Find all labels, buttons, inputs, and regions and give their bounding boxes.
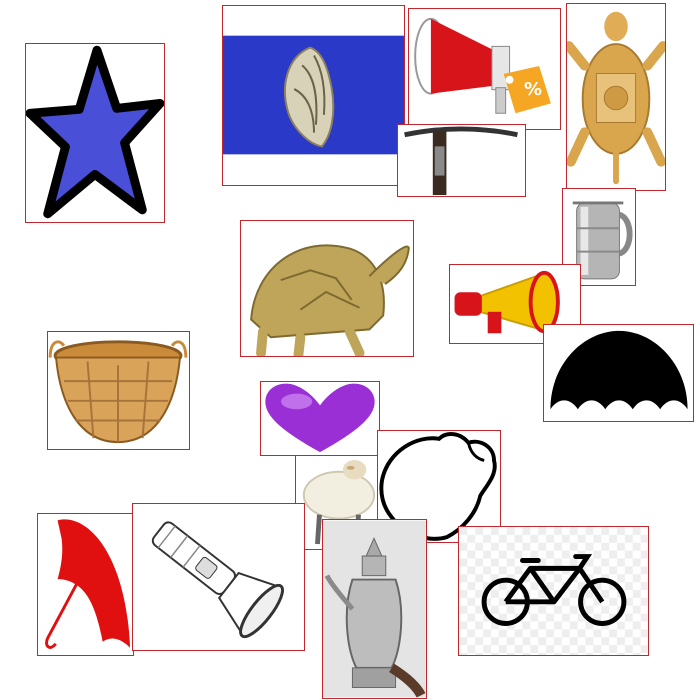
jug-tile	[562, 188, 636, 286]
star-icon	[26, 45, 164, 219]
bicycle-tile	[458, 526, 649, 656]
tortoise-tile	[240, 220, 414, 357]
basket-tile	[47, 331, 190, 450]
wicker-basket-image	[48, 340, 188, 444]
umbrella-black-tile	[543, 324, 694, 422]
megaphone-sale-icon	[414, 17, 551, 114]
purple-heart-icon	[265, 383, 375, 453]
turtle-yantra-tile	[566, 3, 666, 191]
pickaxe-tool-image	[404, 126, 518, 196]
star-tile	[25, 43, 165, 223]
open-umbrella-silhouette-icon	[550, 330, 688, 410]
megaphone-icon	[454, 270, 560, 334]
kettle-tile	[322, 519, 427, 699]
megaphone-sale-tile: %	[408, 8, 561, 130]
megaphone-tile	[449, 264, 581, 344]
umbrella-red-tile	[37, 513, 134, 656]
heart-tile	[260, 381, 380, 456]
conch-shell-tile	[222, 5, 405, 186]
percent-tag-label: %	[524, 79, 543, 100]
silver-kettle-image	[323, 520, 426, 698]
conch-outline-tile	[377, 430, 501, 543]
flashlight-tile	[132, 503, 305, 651]
percent-tag-icon	[503, 66, 551, 114]
brass-turtle-yantra-image	[567, 11, 665, 185]
tortoise-sculpture-image	[250, 244, 410, 356]
bicycle-icon	[459, 527, 648, 655]
red-umbrella-icon	[45, 519, 131, 649]
pickaxe-tile	[397, 124, 526, 197]
steel-jug-image	[572, 201, 633, 280]
flashlight-sketch-image	[151, 521, 284, 639]
conch-shell-image	[223, 35, 404, 155]
